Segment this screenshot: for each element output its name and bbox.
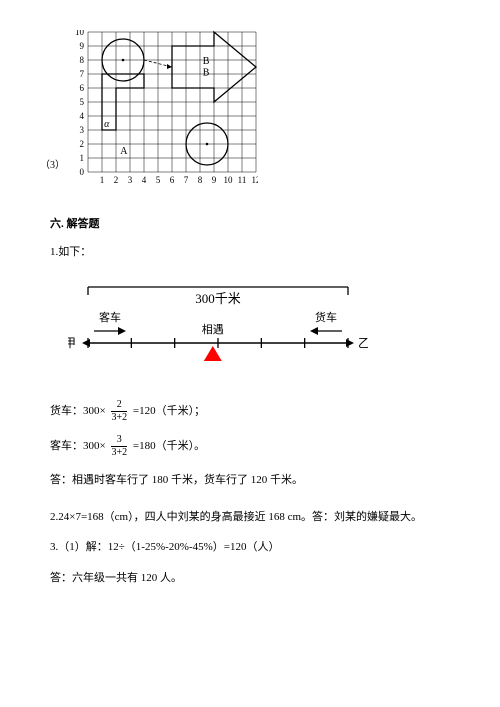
svg-text:A: A (120, 146, 128, 157)
svg-text:4: 4 (142, 175, 147, 185)
svg-text:2: 2 (114, 175, 119, 185)
meeting-diagram-svg: 300千米甲 乙 客车 货车相遇 (68, 281, 368, 371)
svg-text:1: 1 (80, 153, 85, 163)
svg-text:B: B (203, 67, 210, 78)
truck-calc: 货车：300× 2 3+2 =120（千米）； (50, 400, 450, 423)
q1-title: 1.如下： (50, 244, 450, 261)
svg-text:4: 4 (80, 111, 85, 121)
section-6-title: 六. 解答题 (50, 216, 450, 233)
svg-text:9: 9 (80, 41, 85, 51)
bus-fraction: 3 3+2 (111, 435, 127, 458)
svg-text:6: 6 (170, 175, 175, 185)
truck-suffix: =120（千米）； (133, 405, 205, 417)
svg-text:5: 5 (80, 97, 85, 107)
frac-num: 3 (111, 435, 127, 447)
svg-text:6: 6 (80, 83, 85, 93)
svg-text:7: 7 (80, 69, 85, 79)
frac-den: 3+2 (111, 447, 127, 458)
svg-text:3: 3 (80, 125, 85, 135)
q1-answer: 答：相遇时客车行了 180 千米，货车行了 120 千米。 (50, 472, 450, 489)
svg-text:甲: 甲 (68, 336, 76, 350)
q3-answer: 答：六年级一共有 120 人。 (50, 570, 450, 587)
truck-fraction: 2 3+2 (111, 400, 127, 423)
svg-text:相遇: 相遇 (202, 323, 224, 336)
svg-text:0: 0 (80, 167, 85, 177)
figure-index: （3） (40, 158, 65, 173)
coordinate-grid-svg: 012345678910123456789101112AαBB (70, 30, 258, 186)
svg-text:10: 10 (75, 30, 85, 37)
svg-text:2: 2 (80, 139, 85, 149)
meeting-diagram: 300千米甲 乙 客车 货车相遇 (68, 281, 450, 377)
bus-suffix: =180（千米）。 (133, 440, 205, 452)
bus-calc: 客车：300× 3 3+2 =180（千米）。 (50, 435, 450, 458)
frac-num: 2 (111, 400, 127, 412)
truck-prefix: 货车：300× (50, 405, 106, 417)
svg-text:1: 1 (100, 175, 105, 185)
svg-text:客车: 客车 (99, 310, 121, 324)
grid-figure: （3） 012345678910123456789101112AαBB (70, 30, 450, 192)
frac-den: 3+2 (111, 412, 127, 423)
svg-text:11: 11 (238, 175, 247, 185)
svg-text:12: 12 (252, 175, 259, 185)
bus-prefix: 客车：300× (50, 440, 106, 452)
svg-text:7: 7 (184, 175, 189, 185)
svg-text:300千米: 300千米 (195, 291, 241, 306)
svg-text:8: 8 (198, 175, 203, 185)
svg-text:9: 9 (212, 175, 217, 185)
svg-text:3: 3 (128, 175, 133, 185)
svg-text:B: B (203, 56, 210, 67)
q2-text: 2.24×7=168（cm），四人中刘某的身高最接近 168 cm。答：刘某的嫌… (50, 509, 450, 526)
svg-text:10: 10 (224, 175, 234, 185)
svg-text:货车: 货车 (315, 310, 337, 324)
svg-text:α: α (104, 119, 110, 130)
svg-text:乙: 乙 (358, 336, 368, 350)
svg-text:8: 8 (80, 55, 85, 65)
q3-line1: 3.（1）解：12÷（1-25%-20%-45%）=120（人） (50, 539, 450, 556)
svg-text:5: 5 (156, 175, 161, 185)
